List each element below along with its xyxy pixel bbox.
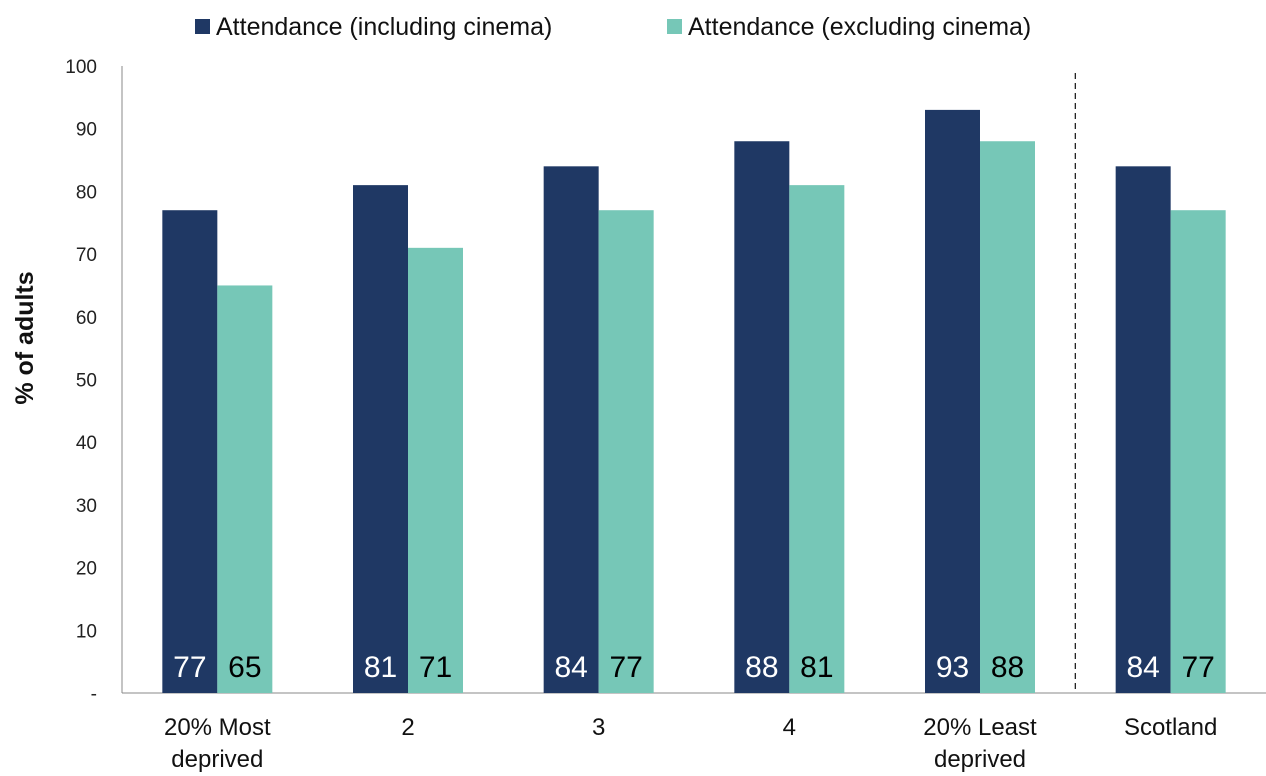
data-label: 81 — [800, 651, 833, 684]
bars — [162, 109, 1226, 694]
y-axis-label: % of adults — [11, 271, 39, 404]
y-axis-ticks: - 10 20 30 40 50 60 70 80 90 100 — [65, 57, 97, 705]
category-labels: 20% Most deprived 2 3 4 20% Least deprived Scot… — [164, 714, 1217, 773]
legend-label: Attendance (excluding cinema) — [688, 13, 1031, 41]
legend: Attendance (including cinema) Attendance … — [195, 13, 1031, 41]
data-label: 65 — [228, 651, 261, 684]
data-label: 84 — [554, 651, 587, 684]
y-tick-label: 40 — [76, 433, 97, 454]
bar-incl — [353, 185, 408, 693]
y-tick-label: 50 — [76, 371, 97, 392]
bar-incl — [734, 141, 790, 694]
y-tick-label: 70 — [76, 245, 97, 266]
bar-excl — [598, 210, 654, 693]
y-tick-label: - — [91, 684, 97, 705]
y-tick-label: 10 — [76, 621, 97, 642]
data-label: 88 — [991, 651, 1024, 684]
bar-excl — [1170, 210, 1226, 693]
y-tick-label: 80 — [76, 182, 97, 203]
legend-swatch — [667, 19, 682, 34]
category-label: 20% Most — [164, 714, 271, 741]
bar-incl — [162, 210, 218, 693]
y-tick-label: 90 — [76, 120, 97, 141]
bar-excl — [980, 141, 1035, 694]
category-label: deprived — [171, 746, 263, 773]
data-label: 71 — [419, 651, 452, 684]
category-label: 4 — [783, 714, 796, 741]
category-label: deprived — [934, 746, 1026, 773]
data-label: 77 — [609, 651, 642, 684]
bar-excl — [789, 185, 845, 693]
category-label: Scotland — [1124, 714, 1217, 741]
legend-swatch — [195, 19, 210, 34]
data-label: 84 — [1126, 651, 1159, 684]
category-label: 2 — [401, 714, 414, 741]
y-tick-label: 20 — [76, 559, 97, 580]
category-label: 3 — [592, 714, 605, 741]
data-label: 93 — [936, 651, 969, 684]
bar-incl — [543, 166, 599, 693]
data-label: 88 — [745, 651, 778, 684]
bar-incl — [1115, 166, 1171, 693]
bar-excl — [217, 285, 273, 693]
y-tick-label: 60 — [76, 308, 97, 329]
data-label: 81 — [364, 651, 397, 684]
data-label: 77 — [173, 651, 206, 684]
bar-excl — [408, 247, 463, 693]
category-label: 20% Least — [923, 714, 1037, 741]
y-tick-label: 30 — [76, 496, 97, 517]
data-label: 77 — [1181, 651, 1214, 684]
legend-label: Attendance (including cinema) — [216, 13, 552, 41]
y-tick-label: 100 — [65, 57, 97, 78]
bar-incl — [925, 109, 980, 693]
data-labels: 77 65 81 71 84 77 88 81 93 88 84 77 — [173, 651, 1215, 684]
